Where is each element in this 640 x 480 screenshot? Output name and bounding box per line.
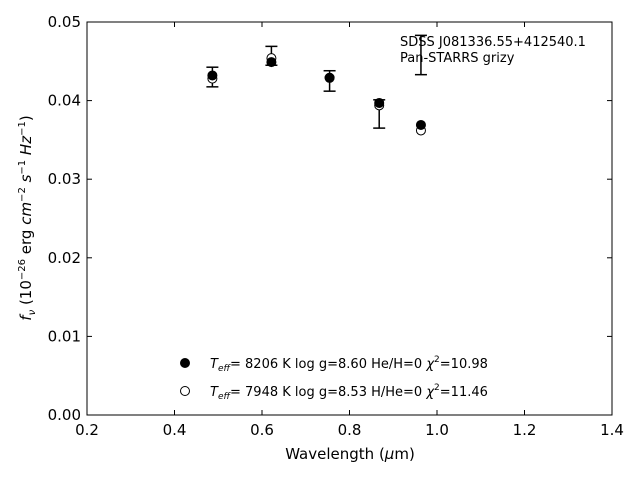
- error-bars: [206, 34, 427, 129]
- y-tick-label: 0.04: [48, 92, 81, 110]
- y-tick-label: 0.02: [48, 249, 81, 267]
- x-axis-label: Wavelength (μm): [285, 445, 415, 463]
- annotation-survey-name: Pan-STARRS grizy: [400, 51, 515, 66]
- legend-marker-open: [180, 386, 190, 396]
- x-tick-label: 0.4: [163, 421, 187, 439]
- y-tick-label: 0.05: [48, 13, 81, 31]
- data-marks: [206, 34, 427, 136]
- legend-entry-2: Teff= 7948 K log g=8.53 H/He=0 χ2=11.46: [210, 383, 488, 402]
- y-tick-label: 0.00: [48, 406, 81, 424]
- x-tick-label: 0.8: [338, 421, 362, 439]
- model-point-filled: [374, 97, 385, 108]
- y-tick-label: 0.01: [48, 327, 81, 345]
- x-tick-label: 0.6: [250, 421, 274, 439]
- model-point-filled: [324, 72, 335, 83]
- legend: Teff= 8206 K log g=8.60 He/H=0 χ2=10.98 …: [180, 355, 488, 402]
- axes: 0.2 0.4 0.6 0.8 1.0 1.2 1.4 0.00 0.01 0.02 0.03 0.0…: [48, 13, 624, 439]
- legend-entry-1: Teff= 8206 K log g=8.60 He/H=0 χ2=10.98: [210, 355, 488, 374]
- annotation-object-name: SDSS J081336.55+412540.1: [400, 35, 586, 50]
- x-tick-label: 1.4: [600, 421, 624, 439]
- y-axis-label: fν (10−26 erg cm−2 s−1 Hz−1): [17, 115, 38, 320]
- model-point-filled: [266, 57, 277, 68]
- y-tick-label: 0.03: [48, 170, 81, 188]
- x-tick-label: 1.0: [425, 421, 449, 439]
- model-point-filled: [207, 70, 218, 81]
- legend-marker-filled: [180, 358, 190, 368]
- x-tick-label: 0.2: [75, 421, 99, 439]
- model-point-filled: [415, 119, 426, 130]
- x-tick-label: 1.2: [513, 421, 537, 439]
